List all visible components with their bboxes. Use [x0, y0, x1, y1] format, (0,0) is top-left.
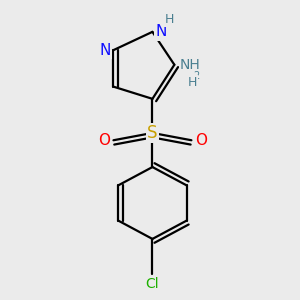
Text: Cl: Cl [146, 277, 159, 291]
Text: 2: 2 [194, 71, 200, 81]
Text: N: N [155, 24, 167, 39]
Text: S: S [147, 124, 158, 142]
Text: N: N [99, 43, 110, 58]
Text: O: O [98, 133, 110, 148]
Text: O: O [195, 133, 207, 148]
Text: NH: NH [180, 58, 200, 72]
Text: H: H [165, 13, 175, 26]
Text: H: H [188, 76, 197, 89]
